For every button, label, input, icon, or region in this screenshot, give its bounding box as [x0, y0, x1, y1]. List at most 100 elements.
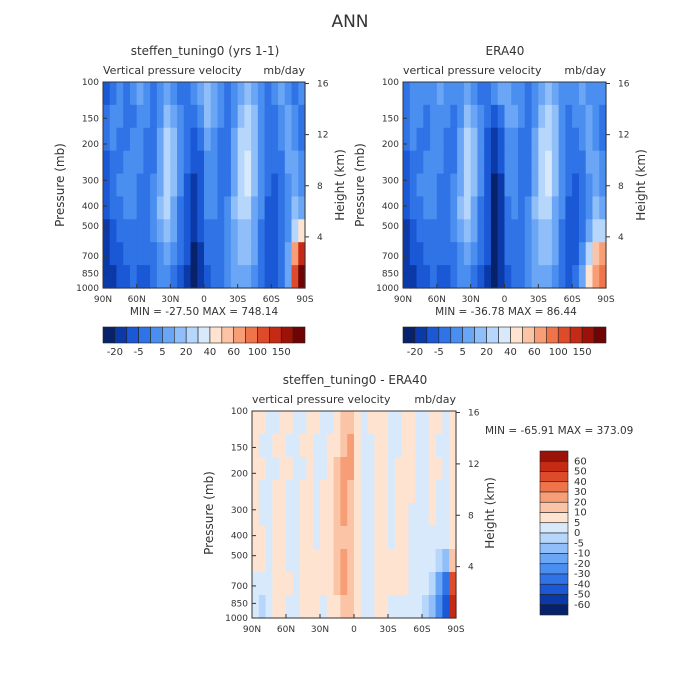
- colorbar-swatch: [539, 604, 569, 616]
- heatmap-cell: [320, 503, 328, 527]
- heatmap-cell: [197, 242, 205, 266]
- height-tick-label: 4: [468, 563, 474, 573]
- heatmap-cell: [163, 127, 171, 152]
- heatmap-cell: [183, 150, 192, 175]
- heatmap-cell: [286, 549, 294, 573]
- heatmap-cell: [320, 411, 328, 435]
- heatmap-cell: [401, 526, 409, 550]
- heatmap-cell: [123, 219, 131, 243]
- heatmap-cell: [531, 150, 539, 175]
- heatmap-cell: [278, 82, 286, 106]
- colorbar-label: 5: [460, 347, 466, 358]
- heatmap-cell: [143, 265, 151, 289]
- heatmap-cell: [190, 82, 198, 106]
- colorbar-label: 40: [204, 347, 217, 358]
- heatmap-cell: [599, 82, 607, 106]
- heatmap-cell: [278, 127, 286, 152]
- panel-model-y-axis: 1000 850 700 500 400 300 200 150 100: [76, 78, 107, 294]
- heatmap-cell: [347, 572, 355, 596]
- height-tick-label: 12: [317, 131, 328, 141]
- heatmap-cell: [150, 127, 158, 152]
- heatmap-cell: [430, 196, 438, 220]
- heatmap-cell: [109, 127, 118, 152]
- y-tick-label: 150: [382, 114, 399, 124]
- panel-model-x-axis: 90N 60N 30N 0 30S 60S 90S: [94, 284, 314, 305]
- heatmap-cell: [123, 242, 131, 266]
- heatmap-cell: [511, 265, 519, 289]
- heatmap-cell: [320, 549, 328, 573]
- heatmap-cell: [251, 127, 259, 152]
- heatmap-cell: [116, 150, 124, 175]
- heatmap-cell: [531, 196, 539, 220]
- heatmap-cell: [443, 265, 451, 289]
- heatmap-cell: [170, 196, 178, 220]
- heatmap-cell: [430, 104, 438, 129]
- heatmap-cell: [170, 104, 178, 129]
- heatmap-cell: [224, 150, 232, 175]
- heatmap-cell: [558, 104, 566, 129]
- colorbar-swatch: [462, 326, 475, 344]
- heatmap-cell: [109, 104, 118, 129]
- heatmap-cell: [484, 196, 492, 220]
- x-tick-label: 0: [502, 295, 508, 305]
- heatmap-cell: [204, 196, 212, 220]
- heatmap-cell: [545, 196, 553, 220]
- colorbar-swatch: [593, 326, 607, 344]
- heatmap-cell: [430, 82, 438, 106]
- colorbar-swatch: [474, 326, 487, 344]
- heatmap-cell: [422, 572, 430, 596]
- heatmap-cell: [299, 595, 307, 619]
- heatmap-cell: [116, 104, 124, 129]
- heatmap-cell: [381, 411, 389, 435]
- heatmap-cell: [551, 104, 560, 129]
- heatmap-cell: [538, 104, 546, 129]
- heatmap-cell: [463, 196, 472, 220]
- heatmap-cell: [326, 457, 335, 481]
- y-tick-label: 150: [82, 114, 99, 124]
- heatmap-cell: [340, 457, 348, 481]
- heatmap-cell: [177, 82, 185, 106]
- heatmap-cell: [524, 150, 533, 175]
- heatmap-cell: [271, 219, 279, 243]
- heatmap-cell: [183, 127, 192, 152]
- heatmap-cell: [257, 173, 266, 198]
- heatmap-cell: [518, 127, 526, 152]
- heatmap-cell: [217, 242, 225, 266]
- colorbar-swatch: [257, 326, 270, 344]
- heatmap-cell: [599, 127, 607, 152]
- heatmap-cell: [381, 595, 389, 619]
- colorbar-swatch: [138, 326, 151, 344]
- heatmap-cell: [116, 219, 124, 243]
- heatmap-cell: [599, 242, 607, 266]
- heatmap-cell: [435, 411, 443, 435]
- panel-obs-ylabel-right: Height (km): [634, 149, 648, 220]
- colorbar-label: 10: [574, 508, 587, 519]
- heatmap-cell: [326, 549, 335, 573]
- heatmap-cell: [291, 265, 299, 289]
- heatmap-cell: [143, 242, 151, 266]
- heatmap-cell: [109, 82, 118, 106]
- heatmap-cell: [210, 242, 219, 266]
- heatmap-cell: [367, 411, 375, 435]
- heatmap-cell: [150, 150, 158, 175]
- heatmap-cell: [442, 595, 450, 619]
- heatmap-cell: [484, 265, 492, 289]
- heatmap-cell: [143, 82, 151, 106]
- heatmap-cell: [298, 82, 306, 106]
- heatmap-cell: [592, 219, 600, 243]
- heatmap-cell: [524, 104, 533, 129]
- heatmap-cell: [163, 104, 171, 129]
- heatmap-cell: [457, 82, 465, 106]
- heatmap-cell: [136, 104, 144, 129]
- heatmap-cell: [103, 219, 111, 243]
- heatmap-cell: [518, 173, 526, 198]
- heatmap-cell: [224, 82, 232, 106]
- heatmap-cell: [230, 242, 239, 266]
- heatmap-cell: [442, 549, 450, 573]
- heatmap-cell: [408, 549, 416, 573]
- heatmap-cell: [258, 503, 267, 527]
- colorbar-label: 150: [272, 347, 291, 358]
- heatmap-cell: [183, 173, 192, 198]
- colorbar-swatch: [114, 326, 128, 344]
- heatmap-cell: [170, 242, 178, 266]
